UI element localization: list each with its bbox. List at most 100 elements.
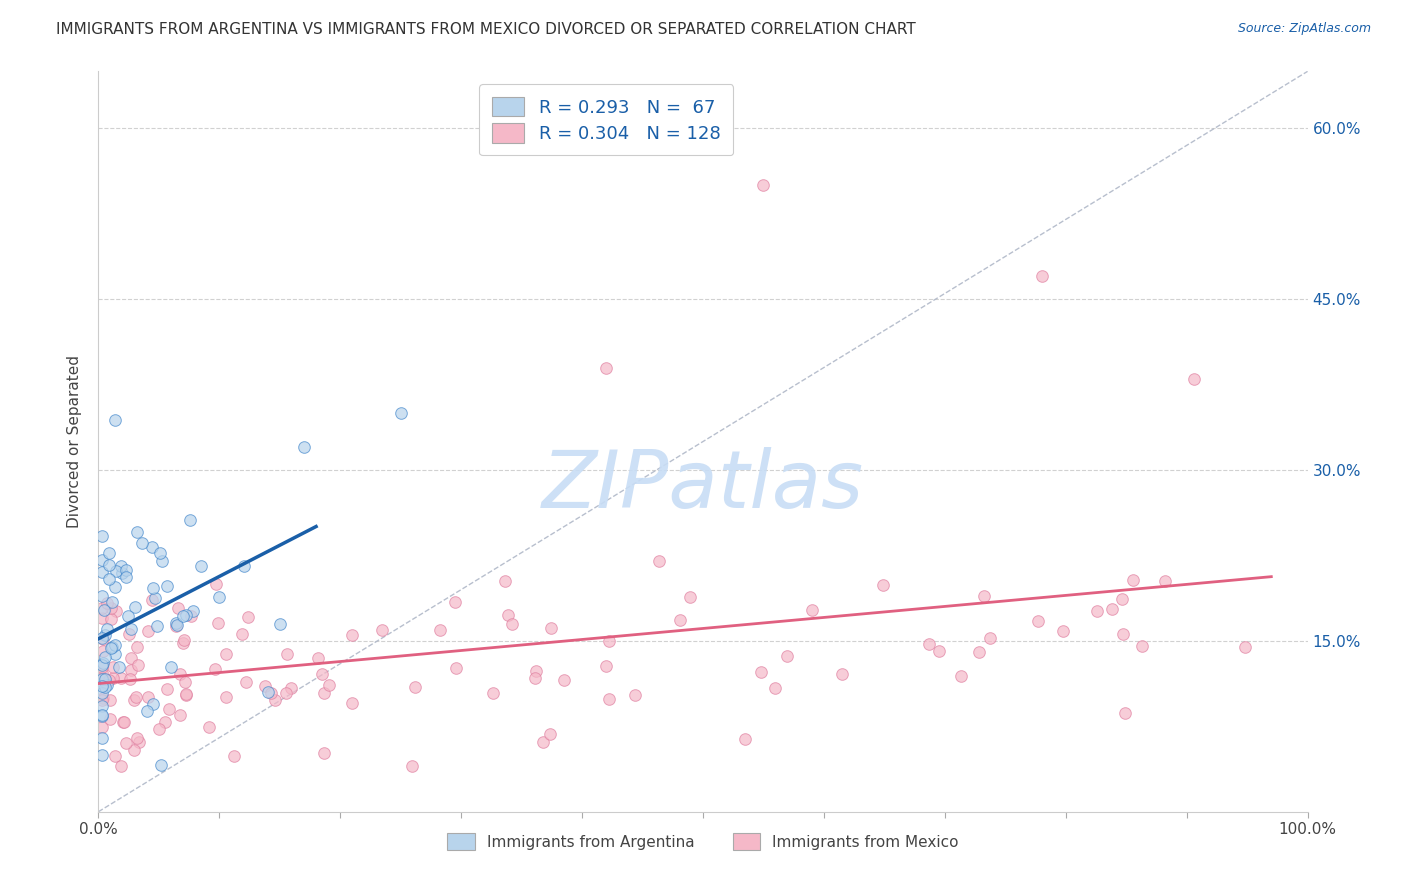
Point bbox=[104, 604, 127, 618]
Point bbox=[91, 686, 114, 700]
Point bbox=[111, 566, 134, 580]
Point bbox=[100, 612, 122, 626]
Point bbox=[91, 657, 114, 672]
Point bbox=[110, 759, 132, 773]
Point bbox=[1114, 706, 1136, 721]
Point bbox=[136, 690, 159, 705]
Point bbox=[280, 681, 302, 695]
Point bbox=[166, 617, 188, 632]
Point bbox=[93, 603, 115, 617]
Point bbox=[115, 735, 138, 749]
Point bbox=[94, 628, 117, 642]
Point bbox=[307, 651, 329, 665]
Point bbox=[669, 613, 692, 627]
Point bbox=[236, 609, 259, 624]
Point bbox=[127, 640, 149, 655]
Point bbox=[205, 577, 228, 591]
Point bbox=[91, 691, 114, 706]
Point bbox=[97, 546, 120, 560]
Point bbox=[91, 679, 114, 693]
Point bbox=[94, 674, 117, 689]
Point bbox=[208, 590, 231, 604]
Point bbox=[146, 619, 169, 633]
Point bbox=[138, 624, 160, 638]
Point bbox=[174, 674, 197, 689]
Text: IMMIGRANTS FROM ARGENTINA VS IMMIGRANTS FROM MEXICO DIVORCED OR SEPARATED CORREL: IMMIGRANTS FROM ARGENTINA VS IMMIGRANTS … bbox=[56, 22, 915, 37]
Point bbox=[1031, 269, 1053, 284]
Point bbox=[93, 680, 115, 694]
Point bbox=[269, 616, 291, 631]
Point bbox=[160, 660, 183, 674]
Point bbox=[91, 708, 114, 723]
Point bbox=[174, 689, 197, 703]
Point bbox=[100, 600, 122, 615]
Point bbox=[340, 696, 363, 710]
Point bbox=[153, 714, 176, 729]
Point bbox=[1085, 604, 1108, 618]
Point bbox=[1052, 624, 1074, 638]
Point bbox=[91, 731, 114, 745]
Point bbox=[174, 608, 197, 623]
Point bbox=[110, 559, 132, 574]
Point bbox=[190, 558, 212, 573]
Point bbox=[176, 687, 198, 701]
Point bbox=[93, 643, 115, 657]
Point bbox=[111, 715, 134, 730]
Point bbox=[91, 699, 114, 714]
Point bbox=[494, 574, 516, 588]
Point bbox=[235, 674, 257, 689]
Point bbox=[91, 671, 114, 685]
Point bbox=[679, 590, 702, 604]
Point bbox=[950, 669, 973, 683]
Point bbox=[91, 747, 114, 762]
Point bbox=[165, 619, 187, 633]
Point bbox=[1101, 602, 1123, 616]
Point bbox=[598, 633, 620, 648]
Point bbox=[524, 664, 547, 678]
Point bbox=[404, 680, 426, 694]
Point bbox=[125, 690, 148, 704]
Point bbox=[100, 641, 122, 656]
Point bbox=[204, 662, 226, 676]
Point bbox=[967, 645, 990, 659]
Point bbox=[91, 709, 114, 723]
Point bbox=[647, 554, 669, 568]
Point bbox=[734, 732, 756, 747]
Point bbox=[91, 529, 114, 543]
Point bbox=[104, 638, 127, 652]
Point bbox=[259, 686, 281, 700]
Point bbox=[256, 685, 278, 699]
Point bbox=[918, 637, 941, 651]
Point bbox=[117, 609, 139, 624]
Point bbox=[172, 609, 194, 624]
Point bbox=[496, 607, 519, 622]
Point bbox=[752, 178, 775, 193]
Point bbox=[314, 686, 336, 700]
Point bbox=[1112, 627, 1135, 641]
Point bbox=[165, 616, 187, 631]
Point bbox=[91, 589, 114, 603]
Point bbox=[127, 658, 149, 673]
Point bbox=[340, 628, 363, 642]
Point bbox=[148, 546, 170, 560]
Point bbox=[91, 632, 114, 646]
Point bbox=[173, 633, 195, 648]
Point bbox=[429, 623, 451, 637]
Point bbox=[124, 693, 146, 707]
Point bbox=[94, 649, 117, 664]
Point bbox=[928, 644, 950, 658]
Point bbox=[143, 591, 166, 605]
Point bbox=[91, 693, 114, 707]
Point bbox=[1122, 573, 1144, 587]
Point bbox=[108, 660, 131, 674]
Point bbox=[831, 667, 853, 681]
Point bbox=[538, 727, 561, 741]
Point bbox=[124, 599, 146, 614]
Point bbox=[98, 558, 121, 572]
Point bbox=[96, 596, 118, 610]
Point bbox=[96, 622, 118, 636]
Point bbox=[104, 412, 127, 426]
Point bbox=[120, 650, 142, 665]
Point bbox=[104, 580, 127, 594]
Point bbox=[180, 609, 202, 624]
